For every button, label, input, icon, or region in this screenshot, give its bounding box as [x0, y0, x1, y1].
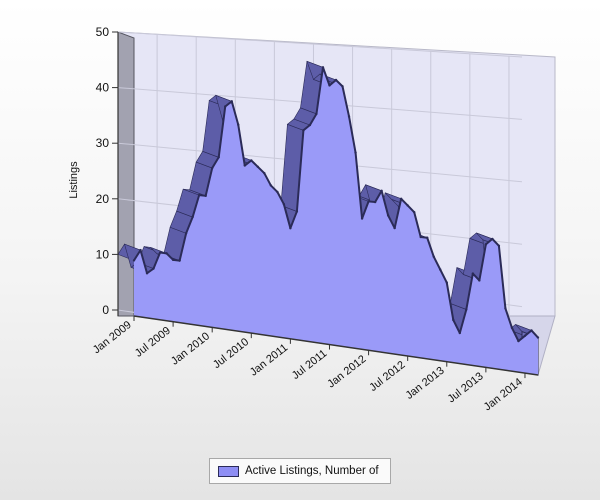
x-axis [133, 315, 539, 376]
data-point [282, 203, 286, 206]
data-point [419, 235, 422, 239]
series-area [134, 67, 538, 375]
data-point [289, 226, 292, 230]
data-point [217, 156, 220, 159]
data-point [380, 189, 383, 192]
legend-label: Active Listings, Number of [245, 465, 379, 477]
data-point [152, 267, 155, 270]
y-tick-label: 50 [96, 25, 110, 39]
gridline-y [117, 31, 523, 58]
data-point [478, 279, 481, 282]
data-point [439, 268, 442, 271]
data-point [426, 236, 429, 239]
data-point [517, 339, 520, 343]
y-axis-title: Listings [68, 161, 80, 199]
data-point [308, 123, 312, 127]
data-point [491, 237, 494, 241]
data-point [243, 164, 246, 167]
data-point [412, 210, 416, 214]
x-tick-label: Jul 2013 [446, 370, 486, 405]
data-point [445, 281, 448, 284]
data-point [504, 307, 507, 310]
data-point [263, 172, 266, 175]
data-point [510, 326, 514, 330]
data-point [224, 105, 227, 108]
data-point [132, 259, 136, 262]
data-point [523, 334, 527, 337]
data-point [347, 115, 351, 118]
side-wall [117, 31, 135, 317]
data-point [178, 259, 181, 262]
data-point [465, 308, 468, 311]
legend-swatch-icon [218, 465, 239, 477]
data-point [165, 252, 168, 255]
data-point [484, 243, 488, 246]
x-tick-label: Jul 2009 [133, 325, 173, 360]
legend: Active Listings, Number of [209, 458, 391, 484]
x-tick-label: Jan 2009 [91, 319, 134, 356]
data-point [328, 84, 331, 87]
y-tick-label: 30 [96, 136, 110, 150]
data-point [276, 190, 279, 194]
y-tick-label: 10 [96, 247, 110, 261]
x-tick-label: Jan 2010 [169, 330, 212, 367]
y-tick-label: 0 [102, 303, 109, 317]
x-tick-label: Jan 2014 [482, 376, 525, 413]
data-point [295, 210, 299, 213]
data-point [497, 244, 501, 248]
y-tick-label: 40 [96, 81, 110, 95]
data-point [184, 232, 188, 235]
data-point [191, 215, 194, 219]
data-point [250, 159, 253, 162]
data-point [471, 272, 475, 275]
data-point [432, 255, 435, 258]
data-point [210, 166, 214, 170]
data-point [171, 258, 175, 262]
data-point [452, 318, 455, 322]
data-point [536, 336, 540, 339]
data-point [145, 272, 149, 275]
data-point [256, 165, 260, 168]
x-tick-label: Jul 2010 [211, 336, 251, 371]
y-tick-label: 20 [96, 192, 110, 206]
data-point [367, 200, 370, 203]
data-point [230, 100, 233, 103]
x-tick-label: Jan 2012 [325, 353, 368, 390]
x-tick-label: Jan 2011 [248, 342, 290, 379]
data-point [237, 123, 240, 126]
data-point [204, 194, 207, 198]
data-point [530, 329, 533, 332]
data-point [373, 200, 377, 204]
data-point [302, 129, 305, 132]
data-point [393, 226, 396, 230]
data-point [139, 248, 142, 252]
x-tick-label: Jul 2012 [367, 359, 407, 394]
data-point [360, 217, 364, 220]
data-point [399, 197, 403, 200]
data-point [321, 66, 325, 69]
data-point [334, 78, 338, 82]
data-point [406, 204, 409, 207]
data-point [458, 331, 462, 335]
data-point [158, 251, 162, 254]
data-point [341, 85, 344, 88]
data-point [197, 193, 201, 197]
x-tick-label: Jan 2013 [404, 365, 447, 402]
data-point [386, 214, 390, 217]
x-tick-label: Jul 2011 [290, 347, 330, 382]
data-point [269, 184, 273, 187]
data-point [315, 112, 318, 116]
data-point [354, 151, 357, 154]
